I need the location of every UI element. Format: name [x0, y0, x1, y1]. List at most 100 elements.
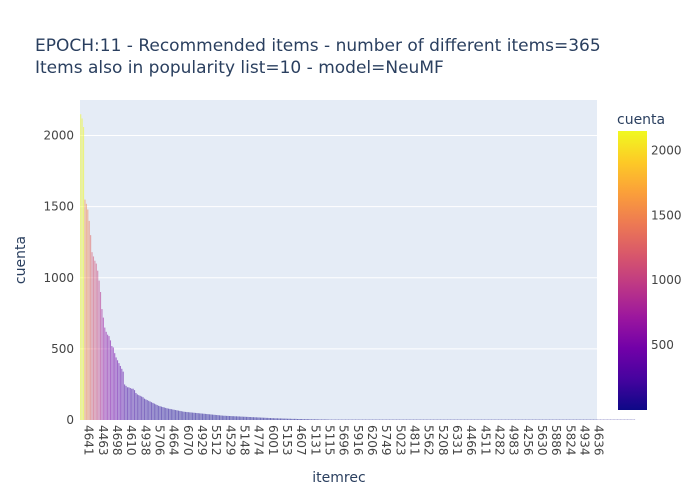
- bar: [291, 418, 293, 420]
- bar: [250, 417, 252, 420]
- bar: [325, 419, 327, 420]
- bar: [121, 368, 123, 420]
- bar: [80, 114, 82, 420]
- plot-background: [80, 100, 597, 420]
- bar: [152, 402, 154, 420]
- bar: [135, 392, 137, 420]
- bar: [165, 407, 167, 420]
- bar: [132, 388, 134, 420]
- x-tick-label: 4466: [464, 425, 478, 456]
- bar: [81, 118, 83, 421]
- bar: [177, 410, 180, 420]
- bar: [237, 416, 239, 420]
- bar: [241, 416, 243, 420]
- bar: [162, 407, 164, 420]
- x-tick-label: 5115: [323, 425, 337, 456]
- bar: [99, 292, 102, 420]
- bar: [136, 394, 138, 420]
- bar: [172, 409, 174, 420]
- bar: [224, 415, 226, 420]
- bar: [199, 413, 201, 420]
- bar: [211, 414, 213, 420]
- bar: [176, 410, 178, 420]
- bar: [131, 388, 133, 420]
- x-tick-label: 4511: [478, 425, 492, 456]
- bar: [142, 397, 144, 420]
- bar: [170, 409, 172, 420]
- bar: [248, 417, 250, 420]
- bar: [94, 260, 96, 420]
- x-tick-label: 4929: [195, 425, 209, 456]
- bar: [118, 363, 120, 420]
- bar: [169, 408, 171, 420]
- bar: [312, 419, 314, 420]
- bar: [289, 418, 291, 420]
- bar: [173, 409, 175, 420]
- bar: [315, 419, 317, 420]
- bar: [302, 419, 304, 420]
- bar: [150, 402, 153, 420]
- bar: [286, 418, 289, 420]
- bar: [187, 412, 189, 420]
- bar: [90, 235, 92, 420]
- bar: [285, 418, 287, 420]
- x-tick-label: 5148: [238, 425, 252, 456]
- bar: [322, 419, 324, 420]
- bar: [186, 412, 188, 420]
- bar: [218, 415, 221, 420]
- x-tick-label: 4774: [252, 425, 266, 456]
- x-tick-label: 5131: [308, 425, 322, 456]
- bar: [196, 413, 198, 420]
- bar: [129, 388, 131, 420]
- bar: [184, 411, 187, 420]
- bar: [294, 418, 296, 420]
- x-tick-label: 4698: [110, 425, 124, 456]
- bar: [84, 199, 86, 420]
- bar: [274, 418, 276, 420]
- bar: [160, 406, 163, 420]
- bar: [126, 387, 129, 420]
- bar: [227, 415, 229, 420]
- x-tick-label: 4811: [407, 425, 421, 456]
- bar: [308, 419, 310, 420]
- bar: [116, 360, 119, 420]
- bar: [264, 417, 266, 420]
- bar: [299, 419, 301, 420]
- bar: [143, 398, 146, 420]
- bar: [180, 411, 182, 420]
- x-tick-label: 5562: [422, 425, 436, 456]
- bar: [108, 336, 110, 420]
- bar: [303, 419, 306, 420]
- bar: [145, 399, 147, 420]
- bar: [200, 413, 202, 420]
- bar: [278, 418, 280, 420]
- bar: [102, 317, 104, 420]
- bar: [265, 417, 267, 420]
- bar: [301, 419, 303, 420]
- bar: [155, 404, 157, 420]
- bar: [207, 414, 209, 420]
- bar: [220, 415, 222, 420]
- bar: [179, 410, 181, 420]
- bar: [112, 347, 114, 420]
- x-tick-label: 4636: [592, 425, 606, 456]
- x-tick-label: 6001: [266, 425, 280, 456]
- bar: [115, 357, 117, 420]
- bar: [284, 418, 286, 420]
- x-tick-label: 5706: [153, 425, 167, 456]
- bar: [163, 407, 165, 420]
- bar: [210, 414, 212, 420]
- x-tick-label: 4664: [167, 425, 181, 456]
- bar: [148, 400, 150, 420]
- bar: [240, 416, 242, 420]
- y-tick-label: 1000: [43, 271, 74, 285]
- x-tick-label: 4607: [294, 425, 308, 456]
- bar: [92, 256, 95, 420]
- bar: [82, 127, 85, 421]
- colorbar-gradient: [618, 131, 647, 410]
- bar: [166, 408, 168, 420]
- bar: [204, 413, 206, 420]
- x-tick-label: 5886: [549, 425, 563, 456]
- bar: [319, 419, 321, 420]
- bar: [214, 414, 216, 420]
